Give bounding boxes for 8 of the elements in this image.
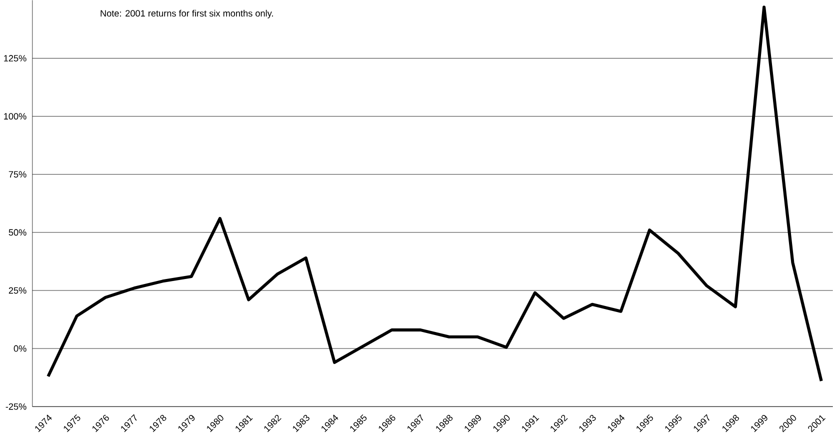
y-tick-label: 75% xyxy=(8,170,26,178)
y-tick-label: 50% xyxy=(8,228,26,236)
y-tick-label: 25% xyxy=(8,287,26,294)
y-tick-label: 0% xyxy=(14,345,26,352)
y-tick-label: 100% xyxy=(4,112,26,120)
y-tick-label: 125% xyxy=(4,54,26,62)
y-tick-label: -25% xyxy=(6,403,26,410)
annotation: Note: 2001 returns for first six months only. xyxy=(100,10,273,18)
